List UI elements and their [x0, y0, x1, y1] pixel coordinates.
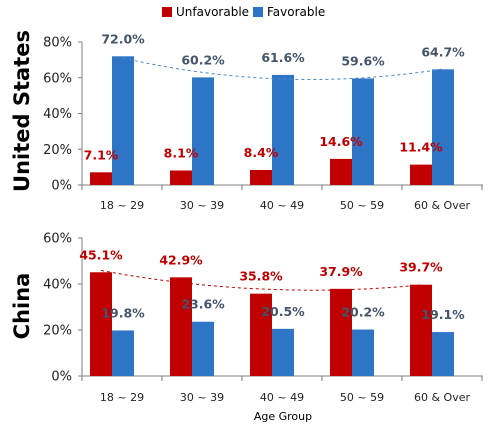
bar-us-favorable-40-49 [272, 74, 294, 185]
bar-us-favorable-50-59 [352, 78, 374, 185]
legend: Unfavorable Favorable [162, 5, 325, 19]
bar-china-favorable-18-29 [112, 330, 134, 376]
trendline-china-unfavorable [100, 269, 422, 291]
category-label-us: 30 ~ 39 [180, 199, 224, 212]
panel-china: 0% 20% 40% 60% 18 ~ 29 30 ~ 39 40 ~ 49 50 ~ 59 6… [43, 232, 483, 404]
bar-china-unfavorable-40-49 [250, 293, 272, 376]
data-label-us-favorable-30-39: 60.2% [181, 52, 225, 67]
category-label-us: 50 ~ 59 [340, 199, 384, 212]
bar-us-unfavorable-40-49 [250, 169, 272, 185]
data-label-china-unfavorable-60-over: 39.7% [399, 260, 443, 275]
category-label-china: 50 ~ 59 [340, 391, 384, 404]
category-label-china: 40 ~ 49 [260, 391, 304, 404]
data-label-china-unfavorable-50-59: 37.9% [319, 264, 363, 279]
y-tick-label-china: 0% [51, 370, 72, 385]
bar-us-favorable-30-39 [192, 77, 214, 185]
data-label-us-unfavorable-18-29: 7.1% [84, 147, 119, 162]
y-tick-label-china: 60% [43, 232, 72, 247]
y-tick-label-us: 80% [43, 36, 72, 51]
data-label-us-unfavorable-30-39: 8.1% [164, 146, 199, 161]
data-label-us-unfavorable-40-49: 8.4% [244, 145, 279, 160]
category-label-us: 40 ~ 49 [260, 199, 304, 212]
y-tick-label-us: 20% [43, 143, 72, 158]
bar-china-favorable-50-59 [352, 329, 374, 376]
data-label-us-unfavorable-60-over: 11.4% [399, 140, 443, 155]
y-tick-label-us: 60% [43, 71, 72, 86]
category-label-china: 30 ~ 39 [180, 391, 224, 404]
bar-china-unfavorable-50-59 [330, 288, 352, 376]
data-label-china-favorable-18-29: 19.8% [101, 305, 145, 320]
bar-us-unfavorable-30-39 [170, 170, 192, 185]
bar-china-unfavorable-18-29 [90, 272, 112, 376]
data-label-china-favorable-60-over: 19.1% [421, 307, 465, 322]
bar-china-favorable-60-over [432, 332, 454, 376]
data-label-us-favorable-18-29: 72.0% [101, 31, 145, 46]
panel-title-us: United States [10, 30, 34, 192]
data-label-china-unfavorable-18-29: 45.1% [79, 247, 123, 262]
bar-china-unfavorable-30-39 [170, 277, 192, 376]
y-tick-label-china: 20% [43, 324, 72, 339]
bar-china-unfavorable-60-over [410, 284, 432, 376]
bar-us-unfavorable-18-29 [90, 172, 112, 185]
data-label-china-favorable-50-59: 20.2% [341, 305, 385, 320]
panel-title-china: China [10, 273, 34, 340]
category-label-us: 60 & Over [414, 199, 471, 212]
panel-us: 0% 20% 40% 60% 80% 18 ~ 29 30 ~ 39 40 ~ 49 50 ~ … [43, 31, 483, 212]
category-label-china: 60 & Over [414, 391, 471, 404]
data-label-china-favorable-30-39: 23.6% [181, 297, 225, 312]
data-label-us-unfavorable-50-59: 14.6% [319, 134, 363, 149]
legend-swatch-unfavorable [162, 7, 172, 17]
y-tick-label-us: 0% [51, 179, 72, 194]
data-label-us-favorable-60-over: 64.7% [421, 44, 465, 59]
data-label-us-favorable-40-49: 61.6% [261, 50, 305, 65]
legend-label-unfavorable: Unfavorable [176, 5, 249, 19]
trendline-us-favorable [122, 57, 444, 80]
bar-us-unfavorable-50-59 [330, 158, 352, 185]
bar-us-unfavorable-60-over [410, 164, 432, 185]
category-label-china: 18 ~ 29 [100, 391, 144, 404]
bar-us-favorable-60-over [432, 69, 454, 185]
data-label-us-favorable-50-59: 59.6% [341, 53, 385, 68]
legend-label-favorable: Favorable [267, 5, 325, 19]
bar-china-favorable-40-49 [272, 328, 294, 376]
x-axis-title: Age Group [254, 410, 312, 423]
data-label-china-favorable-40-49: 20.5% [261, 304, 305, 319]
category-label-us: 18 ~ 29 [100, 199, 144, 212]
bar-china-favorable-30-39 [192, 321, 214, 376]
y-tick-label-china: 40% [43, 278, 72, 293]
data-label-china-unfavorable-40-49: 35.8% [239, 269, 283, 284]
data-label-china-unfavorable-30-39: 42.9% [159, 252, 203, 267]
y-tick-label-us: 40% [43, 107, 72, 122]
legend-swatch-favorable [253, 7, 263, 17]
bar-us-favorable-18-29 [112, 56, 134, 185]
